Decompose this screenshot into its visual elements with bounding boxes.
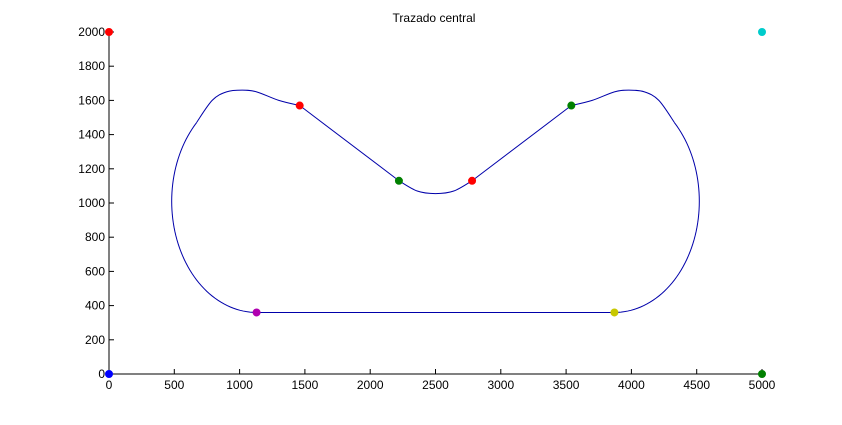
y-tick-label: 1000 bbox=[78, 196, 105, 210]
x-tick-label: 1000 bbox=[226, 378, 253, 392]
y-tick-label: 1200 bbox=[78, 162, 105, 176]
y-tick-label: 800 bbox=[85, 230, 105, 244]
marker-point bbox=[468, 176, 477, 185]
y-tick-label: 1800 bbox=[78, 59, 105, 73]
y-tick-label: 400 bbox=[85, 299, 105, 313]
y-tick-label: 1400 bbox=[78, 128, 105, 142]
track-segment bbox=[398, 180, 473, 195]
y-tick-label: 0 bbox=[98, 367, 105, 381]
marker-point bbox=[758, 370, 766, 378]
track-segment bbox=[171, 122, 257, 313]
marker-point bbox=[758, 28, 766, 36]
marker-point bbox=[105, 370, 113, 378]
x-tick-label: 4500 bbox=[683, 378, 710, 392]
marker-point bbox=[295, 101, 304, 110]
x-tick-label: 4000 bbox=[618, 378, 645, 392]
y-tick-label: 200 bbox=[85, 333, 105, 347]
x-tick-label: 1500 bbox=[292, 378, 319, 392]
marker-point bbox=[610, 308, 619, 317]
x-tick-label: 500 bbox=[164, 378, 184, 392]
track-segment bbox=[571, 89, 675, 123]
track-segment bbox=[299, 105, 400, 182]
x-tick-label: 0 bbox=[106, 378, 113, 392]
markers bbox=[105, 28, 766, 378]
y-tick-label: 600 bbox=[85, 264, 105, 278]
track-segment bbox=[614, 122, 700, 313]
track-segment bbox=[196, 89, 300, 123]
track-segment bbox=[471, 105, 572, 182]
x-tick-label: 2000 bbox=[357, 378, 384, 392]
marker-point bbox=[252, 308, 261, 317]
x-tick-label: 2500 bbox=[422, 378, 449, 392]
marker-point bbox=[394, 176, 403, 185]
marker-point bbox=[567, 101, 576, 110]
y-tick-label: 2000 bbox=[78, 25, 105, 39]
x-tick-label: 3500 bbox=[553, 378, 580, 392]
x-tick-label: 5000 bbox=[749, 378, 776, 392]
y-tick-label: 1600 bbox=[78, 93, 105, 107]
track-series bbox=[171, 89, 700, 313]
axes: 0 500 1000 1500 2000 2500 3000 3500 4000 4500 5000… bbox=[78, 25, 775, 392]
chart-title: Trazado central bbox=[393, 11, 476, 25]
marker-point bbox=[105, 28, 113, 36]
x-tick-label: 3000 bbox=[487, 378, 514, 392]
